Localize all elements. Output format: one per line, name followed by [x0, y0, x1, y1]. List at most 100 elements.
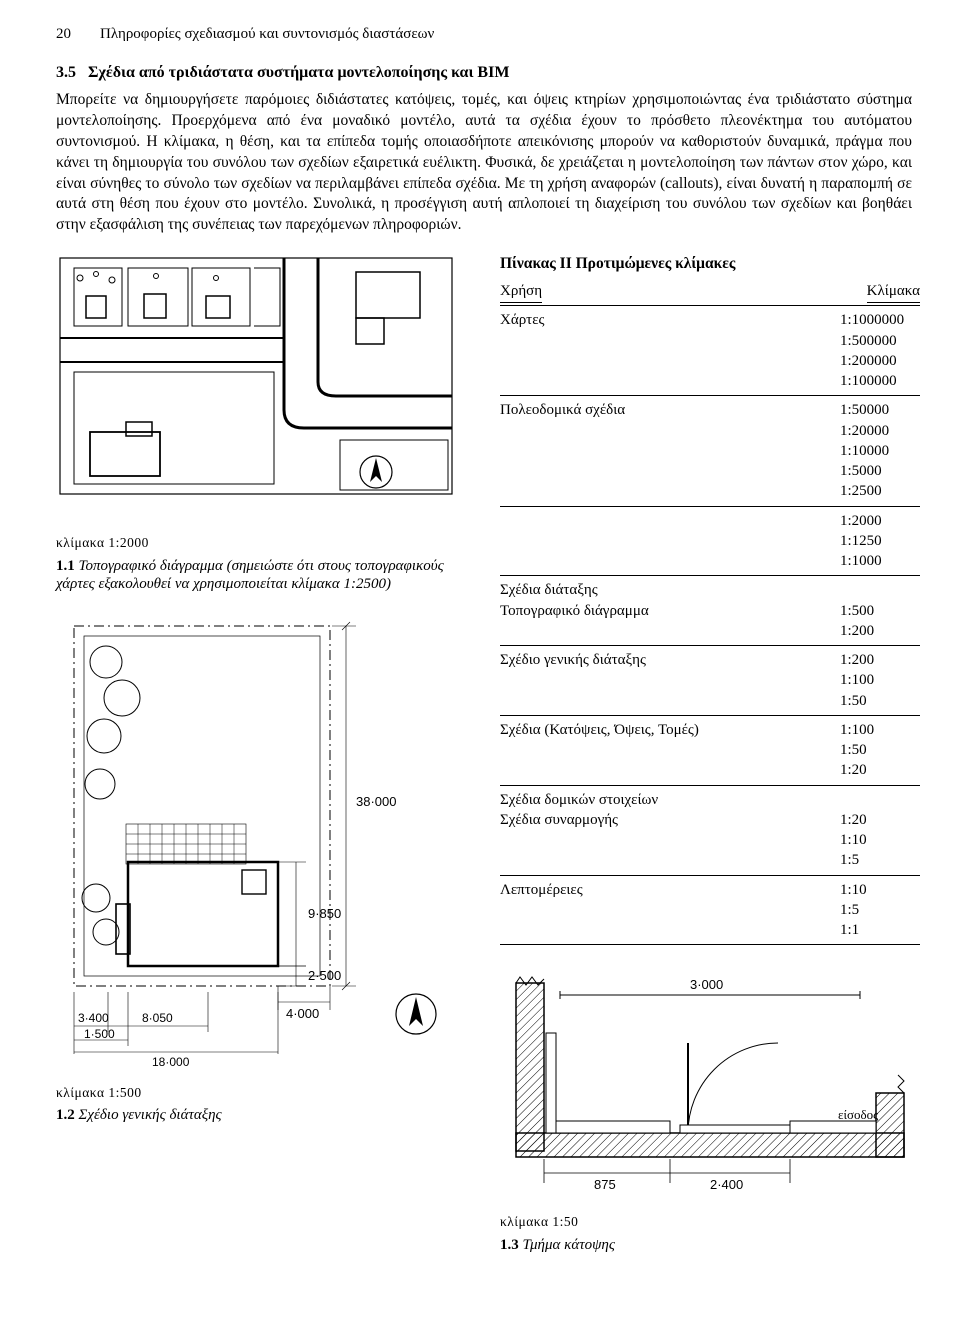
table-scale: 1:5000	[840, 461, 920, 481]
table-row: Σχέδια διάταξης	[500, 580, 920, 600]
fig3-caption-text: Τμήμα κάτοψης	[523, 1237, 615, 1253]
columns: κλίμακα 1:2000 1.1 Τοπογραφικό διάγραμμα…	[56, 254, 912, 1274]
table-scale: 1:1	[840, 920, 920, 940]
table-use: Λεπτομέρειες	[500, 880, 583, 900]
table-row: Τοπογραφικό διάγραμμα 1:500	[500, 601, 920, 621]
table-scale: 1:200	[840, 650, 920, 670]
table-group: Λεπτομέρειες 1:101:51:1	[500, 876, 920, 946]
table-use: Τοπογραφικό διάγραμμα	[500, 601, 649, 621]
fig2-dim-4000: 4·000	[286, 1006, 319, 1021]
table-row: 1:100	[500, 670, 920, 690]
fig2-scale: κλίμακα 1:500	[56, 1084, 476, 1102]
section-number: 3.5	[56, 62, 84, 84]
fig1-drawing	[56, 254, 456, 534]
section-title: Σχέδια από τριδιάστατα συστήματα μοντελο…	[88, 64, 509, 81]
table-row: 1:5	[500, 900, 920, 920]
table-scale: 1:1000000	[840, 310, 920, 330]
table-scale: 1:50	[840, 740, 920, 760]
table-scale: 1:10000	[840, 441, 920, 461]
fig3-caption: 1.3 Τμήμα κάτοψης	[500, 1236, 920, 1255]
table-group: Σχέδια διάταξηςΤοπογραφικό διάγραμμα 1:50…	[500, 576, 920, 646]
table-scale: 1:200000	[840, 351, 920, 371]
fig2-dim-1500: 1·500	[84, 1027, 115, 1041]
table-use: Σχέδια δομικών στοιχείων	[500, 790, 658, 810]
table-scale: 1:1000	[840, 551, 920, 571]
section-heading: 3.5 Σχέδια από τριδιάστατα συστήματα μον…	[56, 62, 912, 84]
table-row: 1:1000	[500, 551, 920, 571]
figure-1-2: 38·000 9·850 2·500	[56, 614, 476, 1125]
table-row: 1:2500	[500, 481, 920, 501]
table-row: 1:50	[500, 691, 920, 711]
page-number: 20	[56, 24, 80, 44]
table-scale: 1:500	[840, 601, 920, 621]
fig3-dim-875: 875	[594, 1177, 616, 1192]
fig2-dim-3400: 3·400	[78, 1011, 109, 1025]
page-header: 20 Πληροφορίες σχεδιασμού και συντονισμό…	[56, 24, 912, 44]
table-group: 1:20001:12501:1000	[500, 507, 920, 577]
table-row: 1:200	[500, 621, 920, 641]
scales-table: Πίνακας II Προτιμώμενες κλίμακες Χρήση Κ…	[500, 254, 920, 945]
table-scale: 1:20000	[840, 421, 920, 441]
table-row: 1:20000	[500, 421, 920, 441]
right-column: Πίνακας II Προτιμώμενες κλίμακες Χρήση Κ…	[500, 254, 920, 1274]
figure-1-3: 3·000 είσοδος	[500, 973, 920, 1254]
fig3-dim-3000: 3·000	[690, 977, 723, 992]
fig2-dim-8050: 8·050	[142, 1011, 173, 1025]
table-group: Σχέδια δομικών στοιχείωνΣχέδια συναρμογή…	[500, 786, 920, 876]
table-row: 1:200000	[500, 351, 920, 371]
table-row: 1:1	[500, 920, 920, 940]
table-row: 1:5000	[500, 461, 920, 481]
table-group: Σχέδιο γενικής διάταξης 1:2001:1001:50	[500, 646, 920, 716]
table-head: Χρήση Κλίμακα	[500, 279, 920, 306]
table-scale: 1:500000	[840, 331, 920, 351]
fig3-scale: κλίμακα 1:50	[500, 1213, 920, 1231]
running-head: Πληροφορίες σχεδιασμού και συντονισμός δ…	[100, 24, 434, 44]
table-row: Πολεοδομικά σχέδια 1:50000	[500, 400, 920, 420]
table-row: 1:100000	[500, 371, 920, 391]
table-group: Πολεοδομικά σχέδια1:500001:200001:100001…	[500, 396, 920, 506]
table-scale: 1:5	[840, 900, 920, 920]
table-scale: 1:50000	[840, 400, 920, 420]
fig2-drawing: 38·000 9·850 2·500	[56, 614, 476, 1084]
table-head-use: Χρήση	[500, 281, 542, 303]
fig1-caption: 1.1 Τοπογραφικό διάγραμμα (σημειώστε ότι…	[56, 557, 476, 595]
table-row: 1:500000	[500, 331, 920, 351]
table-scale: 1:5	[840, 850, 920, 870]
fig3-num: 1.3	[500, 1237, 519, 1253]
table-group: Σχέδια (Κατόψεις, Όψεις, Τομές)1:1001:50…	[500, 716, 920, 786]
table-row: Σχέδιο γενικής διάταξης 1:200	[500, 650, 920, 670]
table-use: Σχέδια διάταξης	[500, 580, 598, 600]
table-use: Σχέδια συναρμογής	[500, 810, 618, 830]
figure-1-1: κλίμακα 1:2000 1.1 Τοπογραφικό διάγραμμα…	[56, 254, 476, 594]
table-row: 1:2000	[500, 511, 920, 531]
table-scale	[840, 790, 920, 810]
fig1-num: 1.1	[56, 558, 75, 574]
table-scale: 1:10	[840, 830, 920, 850]
table-scale	[840, 580, 920, 600]
table-title: Πίνακας II Προτιμώμενες κλίμακες	[500, 254, 920, 275]
fig1-scale: κλίμακα 1:2000	[56, 534, 476, 552]
fig3-drawing: 3·000 είσοδος	[500, 973, 920, 1213]
table-row: Σχέδια συναρμογής 1:20	[500, 810, 920, 830]
table-row: 1:10000	[500, 441, 920, 461]
fig2-caption-text: Σχέδιο γενικής διάταξης	[79, 1107, 222, 1123]
table-scale: 1:200	[840, 621, 920, 641]
fig2-dim-9850: 9·850	[308, 906, 341, 921]
table-use: Σχέδιο γενικής διάταξης	[500, 650, 646, 670]
table-scale: 1:20	[840, 810, 920, 830]
table-scale: 1:100	[840, 670, 920, 690]
fig2-dim-38000: 38·000	[356, 794, 396, 809]
fig2-dim-18000: 18·000	[152, 1055, 190, 1069]
table-row: 1:10	[500, 830, 920, 850]
table-scale: 1:50	[840, 691, 920, 711]
table-row: Σχέδια (Κατόψεις, Όψεις, Τομές)1:100	[500, 720, 920, 740]
table-scale: 1:100	[840, 720, 920, 740]
table-use: Πολεοδομικά σχέδια	[500, 400, 625, 420]
body-text: Μπορείτε να δημιουργήσετε παρόμοιες διδι…	[56, 90, 912, 236]
fig1-caption-text: Τοπογραφικό διάγραμμα (σημειώστε ότι στο…	[56, 558, 444, 593]
table-scale: 1:10	[840, 880, 920, 900]
table-row: 1:5	[500, 850, 920, 870]
fig2-caption: 1.2 Σχέδιο γενικής διάταξης	[56, 1106, 476, 1125]
table-row: 1:20	[500, 760, 920, 780]
table-scale: 1:2500	[840, 481, 920, 501]
